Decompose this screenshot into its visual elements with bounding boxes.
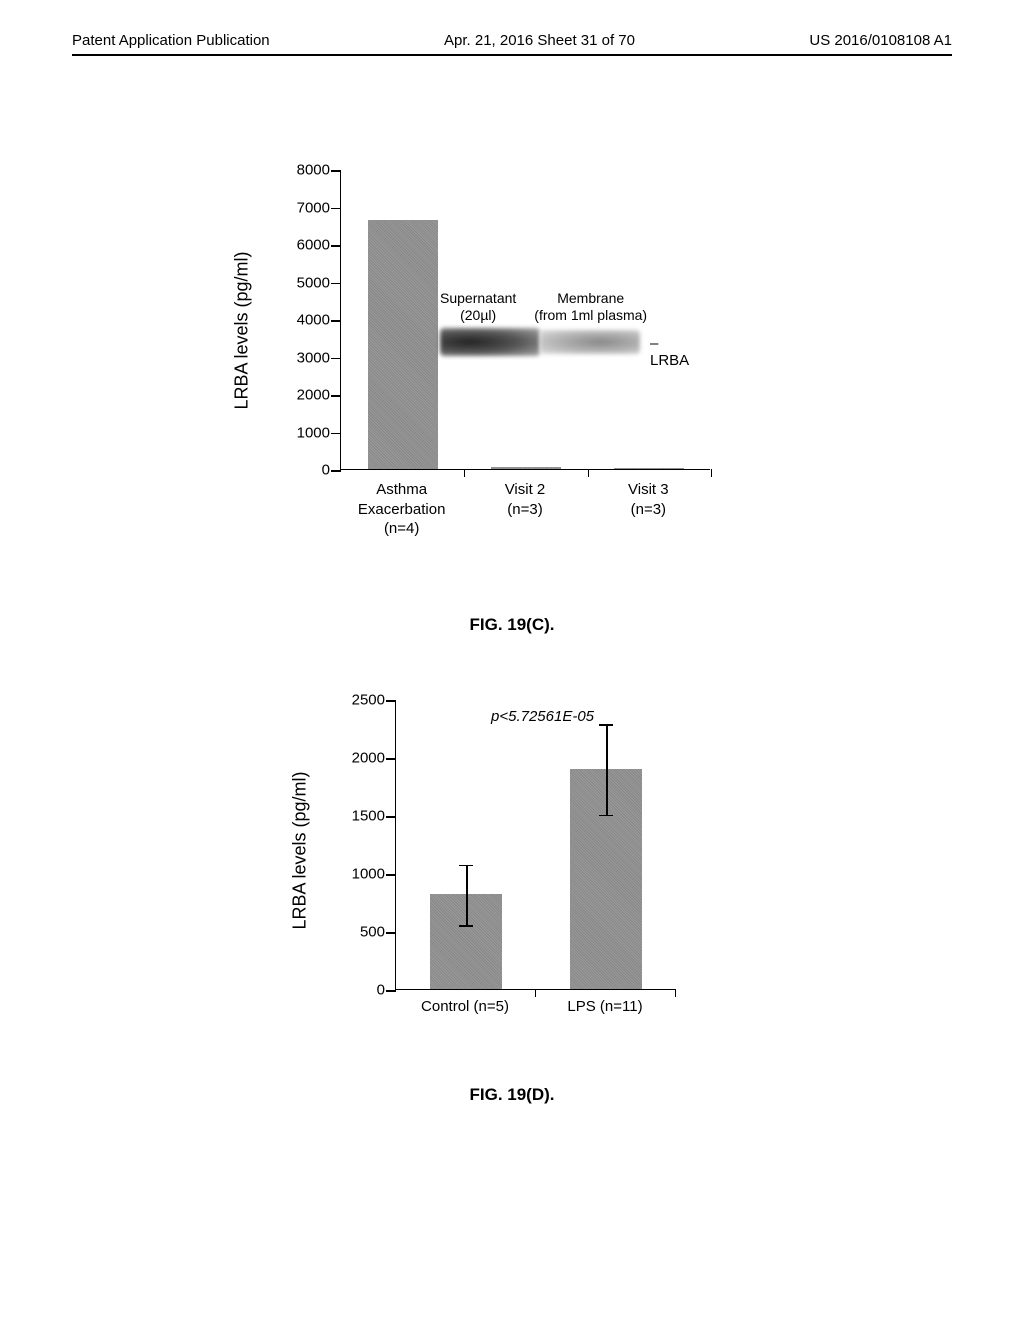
chartC-ytick-label: 1000 [297, 424, 330, 441]
header-right: US 2016/0108108 A1 [809, 32, 952, 49]
chartD-ytick-label: 0 [377, 982, 385, 999]
chartC-bar [614, 468, 684, 470]
blot-col2-bot: (from 1ml plasma) [534, 307, 647, 324]
chartD-ytick [386, 816, 396, 818]
chartD-ytick [386, 758, 396, 760]
header-center: Apr. 21, 2016 Sheet 31 of 70 [444, 32, 635, 49]
chartC-ytick-label: 7000 [297, 199, 330, 216]
figure-19c-caption: FIG. 19(C). [0, 615, 1024, 635]
chartD-errorbar [606, 724, 608, 814]
chartD-category-label: LPS (n=11) [550, 998, 660, 1015]
chartC-ytick [331, 320, 341, 322]
chartD-errorcap [599, 815, 613, 817]
header-left: Patent Application Publication [72, 32, 270, 49]
chartC-xtick [464, 469, 465, 477]
chartD-plot: p<5.72561E-05 05001000150020002500 [395, 700, 675, 990]
chartD-ytick [386, 932, 396, 934]
blot-col1-bot: (20µl) [440, 307, 516, 324]
chartC-ytick-label: 8000 [297, 162, 330, 179]
chartD-ytick-label: 500 [360, 924, 385, 941]
chartD-ytick [386, 874, 396, 876]
chartD-xtick [675, 989, 676, 997]
blot-band-label: – LRBA [650, 335, 700, 369]
chartC-ytick [331, 208, 341, 210]
chartC-category-label: Visit 3(n=3) [593, 480, 703, 519]
figure-19c: LRBA levels (pg/ml) 01000200030004000500… [270, 170, 740, 510]
patent-header: Patent Application Publication Apr. 21, … [0, 32, 1024, 49]
western-blot-inset: Supernatant (20µl) Membrane (from 1ml pl… [440, 290, 700, 350]
chartD-ytick [386, 990, 396, 992]
chartD-ytick-label: 1500 [352, 808, 385, 825]
chartC-ytick [331, 170, 341, 172]
chartC-ytick [331, 470, 341, 472]
chartD-ylabel: LRBA levels (pg/ml) [290, 761, 311, 941]
chartC-bar [368, 220, 438, 469]
chartC-category-label: Visit 2(n=3) [470, 480, 580, 519]
chartD-xtick [535, 989, 536, 997]
chartC-xtick [588, 469, 589, 477]
blot-band-supernatant [440, 328, 540, 356]
chartD-errorcap [459, 925, 473, 927]
header-rule [72, 54, 952, 56]
chartC-ytick-label: 3000 [297, 349, 330, 366]
blot-band-membrane [540, 330, 640, 354]
chartD-ytick [386, 700, 396, 702]
blot-col1-top: Supernatant [440, 290, 516, 307]
chartC-category-label: AsthmaExacerbation(n=4) [347, 480, 457, 539]
chartC-ytick [331, 395, 341, 397]
pvalue-text: p<5.72561E-05 [491, 708, 594, 725]
chartD-ytick-label: 2500 [352, 692, 385, 709]
chartC-ytick [331, 358, 341, 360]
chartD-category-label: Control (n=5) [410, 998, 520, 1015]
chartC-ytick-label: 4000 [297, 312, 330, 329]
chartC-ytick [331, 245, 341, 247]
chartC-ytick-label: 6000 [297, 237, 330, 254]
chartC-ytick-label: 2000 [297, 387, 330, 404]
figure-19d-caption: FIG. 19(D). [0, 1085, 1024, 1105]
chartD-errorbar [466, 865, 468, 925]
chartC-ytick [331, 433, 341, 435]
chartC-ytick-label: 0 [322, 462, 330, 479]
blot-col2-top: Membrane [534, 290, 647, 307]
chartD-errorcap [459, 865, 473, 867]
chartC-ytick-label: 5000 [297, 274, 330, 291]
chartC-xtick [711, 469, 712, 477]
chartD-ytick-label: 1000 [352, 866, 385, 883]
chartC-ylabel: LRBA levels (pg/ml) [232, 241, 253, 421]
chartC-ytick [331, 283, 341, 285]
chartC-bar [491, 467, 561, 469]
figure-19d: LRBA levels (pg/ml) p<5.72561E-05 050010… [320, 700, 700, 1030]
chartD-errorcap [599, 724, 613, 726]
chartD-ytick-label: 2000 [352, 750, 385, 767]
